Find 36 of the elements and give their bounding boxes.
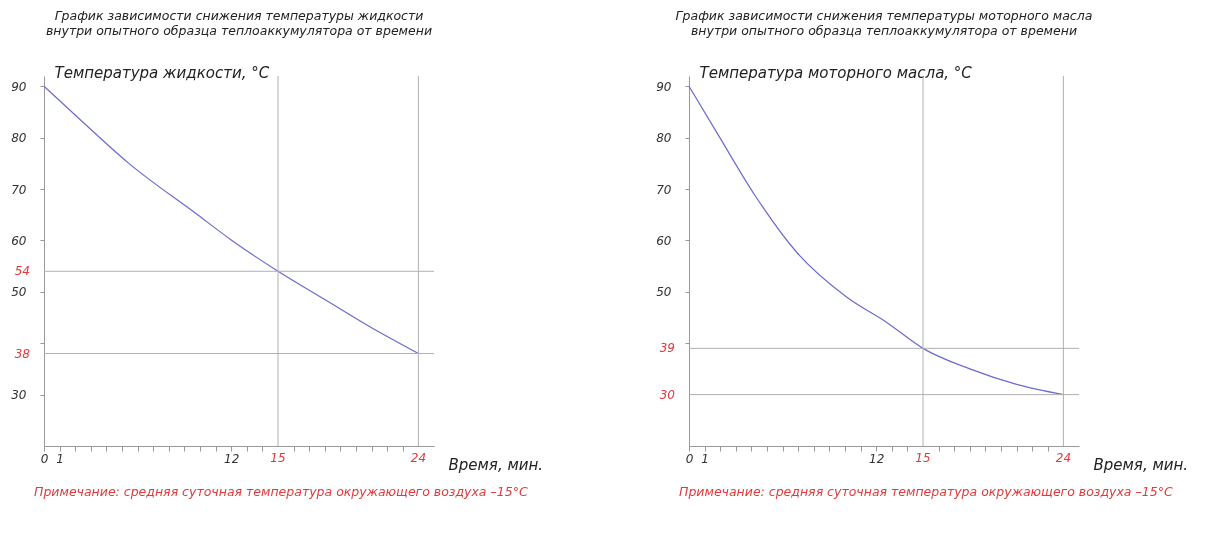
ref-line-label: 39 xyxy=(659,341,675,356)
y-tick-label: 90 xyxy=(656,79,672,94)
ref-line-label: 38 xyxy=(14,346,31,361)
text: График зависимости снижения температуры моторного масла xyxy=(675,8,1093,23)
y-tick-label: 50 xyxy=(11,285,27,300)
line-series xyxy=(688,85,1064,396)
ref-line-label: 24 xyxy=(1055,451,1072,465)
line-series xyxy=(43,85,419,355)
y-tick-label: 70 xyxy=(11,182,27,197)
y-tick-label: 60 xyxy=(656,233,672,248)
x-axis-title: Время, мин. xyxy=(1093,455,1189,474)
x-tick-label: 0 xyxy=(40,451,49,466)
text: внутри опытного образца теплоаккумулятора от времени xyxy=(45,22,433,38)
text: Примечание: средняя суточная температура окружающего воздуха –15°С xyxy=(34,484,528,499)
ref-line-label: 15 xyxy=(915,451,931,465)
text: График зависимости снижения температуры жидкости xyxy=(54,8,424,23)
y-tick-label: 30 xyxy=(11,388,27,403)
x-tick-label: 0 xyxy=(685,451,694,466)
x-tick-label: 1 xyxy=(701,451,709,466)
y-axis-title: Температура моторного масла, °С xyxy=(699,63,973,82)
text: внутри опытного образца теплоаккумулятора от времени xyxy=(690,22,1078,38)
x-tick-label: 12 xyxy=(869,451,885,466)
x-tick-label: 1 xyxy=(56,451,64,466)
y-tick-label: 50 xyxy=(656,285,672,300)
text: Примечание: средняя суточная температура окружающего воздуха –15°С xyxy=(679,484,1173,499)
ref-line-label: 24 xyxy=(410,451,427,465)
ref-line-label: 15 xyxy=(270,451,286,465)
y-axis-title: Температура жидкости, °С xyxy=(54,63,270,82)
y-tick-label: 60 xyxy=(11,233,27,248)
y-tick-label: 80 xyxy=(656,131,672,146)
x-axis-title: Время, мин. xyxy=(448,455,544,474)
ref-line-label: 54 xyxy=(14,264,30,279)
x-tick-label: 12 xyxy=(224,451,240,466)
y-tick-label: 90 xyxy=(11,79,27,94)
y-tick-label: 70 xyxy=(656,182,672,197)
y-tick-label: 80 xyxy=(11,131,27,146)
